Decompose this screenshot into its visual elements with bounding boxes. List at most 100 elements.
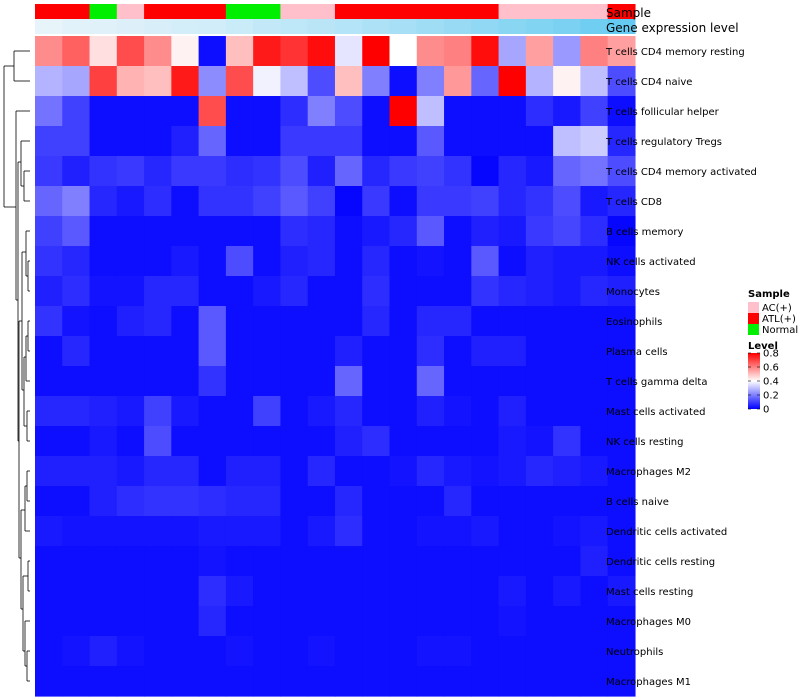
- heatmap-cell: [389, 36, 418, 67]
- sample-annotation-title: Sample: [606, 6, 651, 20]
- row-label: T cells CD4 naive: [605, 77, 692, 88]
- heatmap-cell: [253, 486, 282, 517]
- heatmap-cell: [253, 516, 282, 547]
- heatmap-cell: [116, 426, 145, 457]
- heatmap-cell: [144, 96, 172, 127]
- heatmap-cell: [198, 66, 227, 97]
- heatmap-cell: [35, 636, 63, 667]
- heatmap-cell: [389, 666, 418, 697]
- gene-expression-cell: [89, 19, 118, 34]
- heatmap-cell: [580, 606, 609, 637]
- heatmap-cell: [471, 546, 500, 577]
- heatmap-cell: [416, 276, 445, 307]
- heatmap-cell: [198, 216, 227, 247]
- heatmap-cell: [416, 126, 445, 157]
- heatmap-cell: [607, 516, 636, 547]
- heatmap-cell: [62, 636, 91, 667]
- heatmap-cell: [607, 666, 636, 697]
- heatmap-cell: [471, 666, 500, 697]
- heatmap-cell: [62, 246, 91, 277]
- heatmap-cell: [334, 186, 363, 217]
- heatmap-cell: [498, 516, 527, 547]
- heatmap-cell: [389, 336, 418, 367]
- heatmap-cell: [525, 306, 554, 337]
- heatmap-cell: [525, 516, 554, 547]
- heatmap-cell: [362, 366, 391, 397]
- heatmap-cell: [444, 96, 472, 127]
- heatmap-cell: [525, 216, 554, 247]
- heatmap-cell: [389, 366, 418, 397]
- heatmap-cell: [362, 96, 391, 127]
- heatmap-cell: [334, 306, 363, 337]
- heatmap-cell: [116, 366, 145, 397]
- heatmap-cell: [198, 666, 227, 697]
- heatmap-cell: [253, 426, 282, 457]
- heatmap-cell: [416, 36, 445, 67]
- heatmap-cell: [607, 396, 636, 427]
- heatmap-cell: [116, 516, 145, 547]
- heatmap-cell: [198, 486, 227, 517]
- heatmap-cell: [362, 396, 391, 427]
- heatmap-cell: [444, 156, 472, 187]
- heatmap-cell: [171, 306, 200, 337]
- heatmap-cell: [362, 426, 391, 457]
- heatmap-cell: [307, 36, 336, 67]
- heatmap-cell: [35, 546, 63, 577]
- heatmap-cell: [116, 666, 145, 697]
- heatmap-cell: [253, 456, 282, 487]
- heatmap-cell: [198, 276, 227, 307]
- heatmap-cell: [471, 516, 500, 547]
- level-tick-label: 0.8: [763, 349, 779, 360]
- heatmap-cell: [444, 396, 472, 427]
- heatmap-cell: [525, 96, 554, 127]
- heatmap-cell: [607, 336, 636, 367]
- heatmap-cell: [525, 546, 554, 577]
- heatmap-cell: [280, 186, 309, 217]
- heatmap-cell: [116, 216, 145, 247]
- heatmap-cell: [89, 336, 118, 367]
- heatmap-cell: [280, 216, 309, 247]
- heatmap-cell: [35, 606, 63, 637]
- heatmap-cell: [416, 606, 445, 637]
- heatmap-cell: [362, 36, 391, 67]
- heatmap-cell: [389, 306, 418, 337]
- heatmap-cell: [35, 666, 63, 697]
- heatmap-cell: [580, 276, 609, 307]
- heatmap-cell: [580, 186, 609, 217]
- heatmap-cell: [553, 186, 581, 217]
- heatmap-cell: [334, 516, 363, 547]
- heatmap-cell: [498, 36, 527, 67]
- heatmap-cell: [144, 546, 172, 577]
- heatmap-cell: [144, 426, 172, 457]
- heatmap-cell: [62, 516, 91, 547]
- heatmap-cell: [225, 36, 254, 67]
- heatmap-cell: [498, 456, 527, 487]
- heatmap-cell: [416, 576, 445, 607]
- sample-legend-label: ATL(+): [762, 314, 796, 325]
- heatmap-cell: [553, 486, 581, 517]
- heatmap-cell: [225, 486, 254, 517]
- heatmap-cell: [198, 636, 227, 667]
- heatmap-cell: [471, 456, 500, 487]
- heatmap-cell: [553, 366, 581, 397]
- heatmap-cell: [253, 336, 282, 367]
- heatmap-cell: [171, 276, 200, 307]
- heatmap-cell: [525, 456, 554, 487]
- gene-expression-cell: [225, 19, 254, 34]
- heatmap-cell: [35, 396, 63, 427]
- heatmap-cell: [280, 516, 309, 547]
- heatmap-cell: [35, 276, 63, 307]
- heatmap-cell: [334, 156, 363, 187]
- row-label: Dendritic cells resting: [606, 557, 715, 568]
- heatmap-cell: [553, 156, 581, 187]
- heatmap-cell: [498, 306, 527, 337]
- heatmap-cell: [307, 186, 336, 217]
- sample-legend-swatch: [748, 324, 759, 335]
- heatmap-cell: [416, 186, 445, 217]
- heatmap-cell: [607, 216, 636, 247]
- heatmap-cell: [144, 666, 172, 697]
- heatmap-cell: [280, 306, 309, 337]
- heatmap-cell: [389, 96, 418, 127]
- heatmap-cell: [362, 636, 391, 667]
- heatmap-cell: [198, 126, 227, 157]
